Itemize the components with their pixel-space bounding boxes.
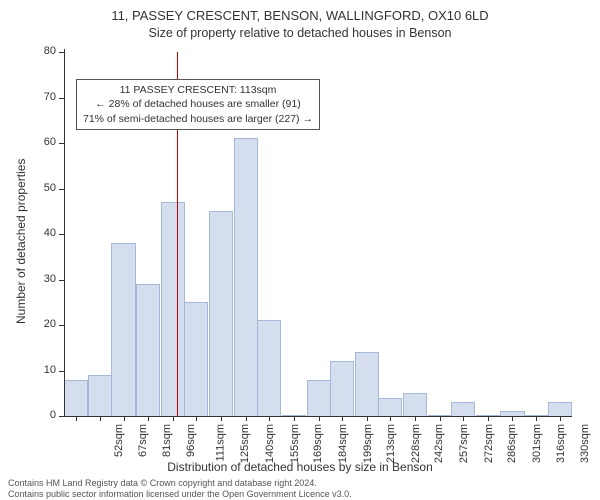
y-tick-mark <box>59 416 64 417</box>
x-tick-label: 125sqm <box>240 424 252 463</box>
y-tick-label: 70 <box>44 91 56 103</box>
histogram-bar <box>64 380 88 416</box>
y-tick-label: 40 <box>44 227 56 239</box>
histogram-bar <box>257 320 281 416</box>
y-tick-label: 30 <box>44 273 56 285</box>
y-tick-mark <box>59 325 64 326</box>
histogram-bar <box>136 284 160 416</box>
y-tick-mark <box>59 234 64 235</box>
x-tick-mark <box>76 416 77 421</box>
histogram-bar <box>209 211 233 416</box>
x-tick-label: 199sqm <box>362 424 374 463</box>
x-tick-mark <box>221 416 222 421</box>
footer-attribution: Contains HM Land Registry data © Crown c… <box>8 478 352 500</box>
x-tick-label: 272sqm <box>483 424 495 463</box>
y-tick-mark <box>59 98 64 99</box>
x-tick-label: 67sqm <box>137 424 149 457</box>
x-tick-label: 140sqm <box>264 424 276 463</box>
histogram-bar <box>403 393 427 416</box>
y-tick-label: 60 <box>44 136 56 148</box>
annotation-box: 11 PASSEY CRESCENT: 113sqm← 28% of detac… <box>76 79 320 130</box>
y-tick-mark <box>59 143 64 144</box>
chart-subtitle: Size of property relative to detached ho… <box>0 26 600 40</box>
chart-title: 11, PASSEY CRESCENT, BENSON, WALLINGFORD… <box>0 8 600 23</box>
x-tick-label: 184sqm <box>337 424 349 463</box>
x-tick-label: 81sqm <box>161 424 173 457</box>
x-tick-mark <box>100 416 101 421</box>
histogram-bar <box>161 202 185 416</box>
histogram-bar <box>355 352 379 416</box>
x-tick-label: 316sqm <box>556 424 568 463</box>
x-tick-mark <box>390 416 391 421</box>
x-tick-label: 111sqm <box>215 424 227 462</box>
y-tick-label: 10 <box>44 364 56 376</box>
x-tick-mark <box>367 416 368 421</box>
x-tick-mark <box>294 416 295 421</box>
x-tick-label: 169sqm <box>312 424 324 463</box>
x-tick-mark <box>269 416 270 421</box>
x-tick-label: 213sqm <box>385 424 397 463</box>
y-tick-label: 0 <box>50 409 56 421</box>
annotation-line-3: 71% of semi-detached houses are larger (… <box>83 112 313 126</box>
x-tick-label: 330sqm <box>579 424 591 463</box>
x-tick-mark <box>124 416 125 421</box>
y-tick-mark <box>59 280 64 281</box>
footer-line-2: Contains public sector information licen… <box>8 489 352 500</box>
annotation-line-2: ← 28% of detached houses are smaller (91… <box>83 97 313 111</box>
x-tick-label: 96sqm <box>185 424 197 457</box>
x-tick-mark <box>342 416 343 421</box>
histogram-bar <box>378 398 402 416</box>
annotation-line-1: 11 PASSEY CRESCENT: 113sqm <box>83 83 313 97</box>
histogram-bar <box>330 361 354 416</box>
y-tick-mark <box>59 52 64 53</box>
y-tick-mark <box>59 189 64 190</box>
footer-line-1: Contains HM Land Registry data © Crown c… <box>8 478 352 489</box>
histogram-bar <box>111 243 135 416</box>
chart-container: 11, PASSEY CRESCENT, BENSON, WALLINGFORD… <box>0 0 600 500</box>
y-axis-label: Number of detached properties <box>14 159 28 324</box>
histogram-bar <box>451 402 475 416</box>
x-tick-label: 155sqm <box>289 424 301 463</box>
histogram-bar <box>234 138 258 416</box>
x-tick-mark <box>196 416 197 421</box>
x-tick-mark <box>319 416 320 421</box>
x-tick-label: 228sqm <box>410 424 422 463</box>
x-tick-mark <box>246 416 247 421</box>
x-tick-mark <box>536 416 537 421</box>
x-tick-label: 257sqm <box>458 424 470 463</box>
x-tick-label: 301sqm <box>531 424 543 463</box>
histogram-bar <box>88 375 112 416</box>
y-axis-line <box>64 49 65 416</box>
histogram-bar <box>184 302 208 416</box>
y-tick-label: 50 <box>44 182 56 194</box>
x-tick-mark <box>560 416 561 421</box>
histogram-bar <box>548 402 572 416</box>
x-tick-mark <box>512 416 513 421</box>
x-tick-mark <box>415 416 416 421</box>
x-tick-label: 242sqm <box>433 424 445 463</box>
histogram-bar <box>307 380 331 416</box>
y-tick-label: 20 <box>44 318 56 330</box>
x-tick-label: 286sqm <box>506 424 518 463</box>
x-tick-mark <box>463 416 464 421</box>
x-tick-mark <box>440 416 441 421</box>
x-tick-label: 52sqm <box>113 424 125 457</box>
x-tick-mark <box>173 416 174 421</box>
y-tick-mark <box>59 371 64 372</box>
x-tick-mark <box>148 416 149 421</box>
y-tick-label: 80 <box>44 45 56 57</box>
x-tick-mark <box>488 416 489 421</box>
